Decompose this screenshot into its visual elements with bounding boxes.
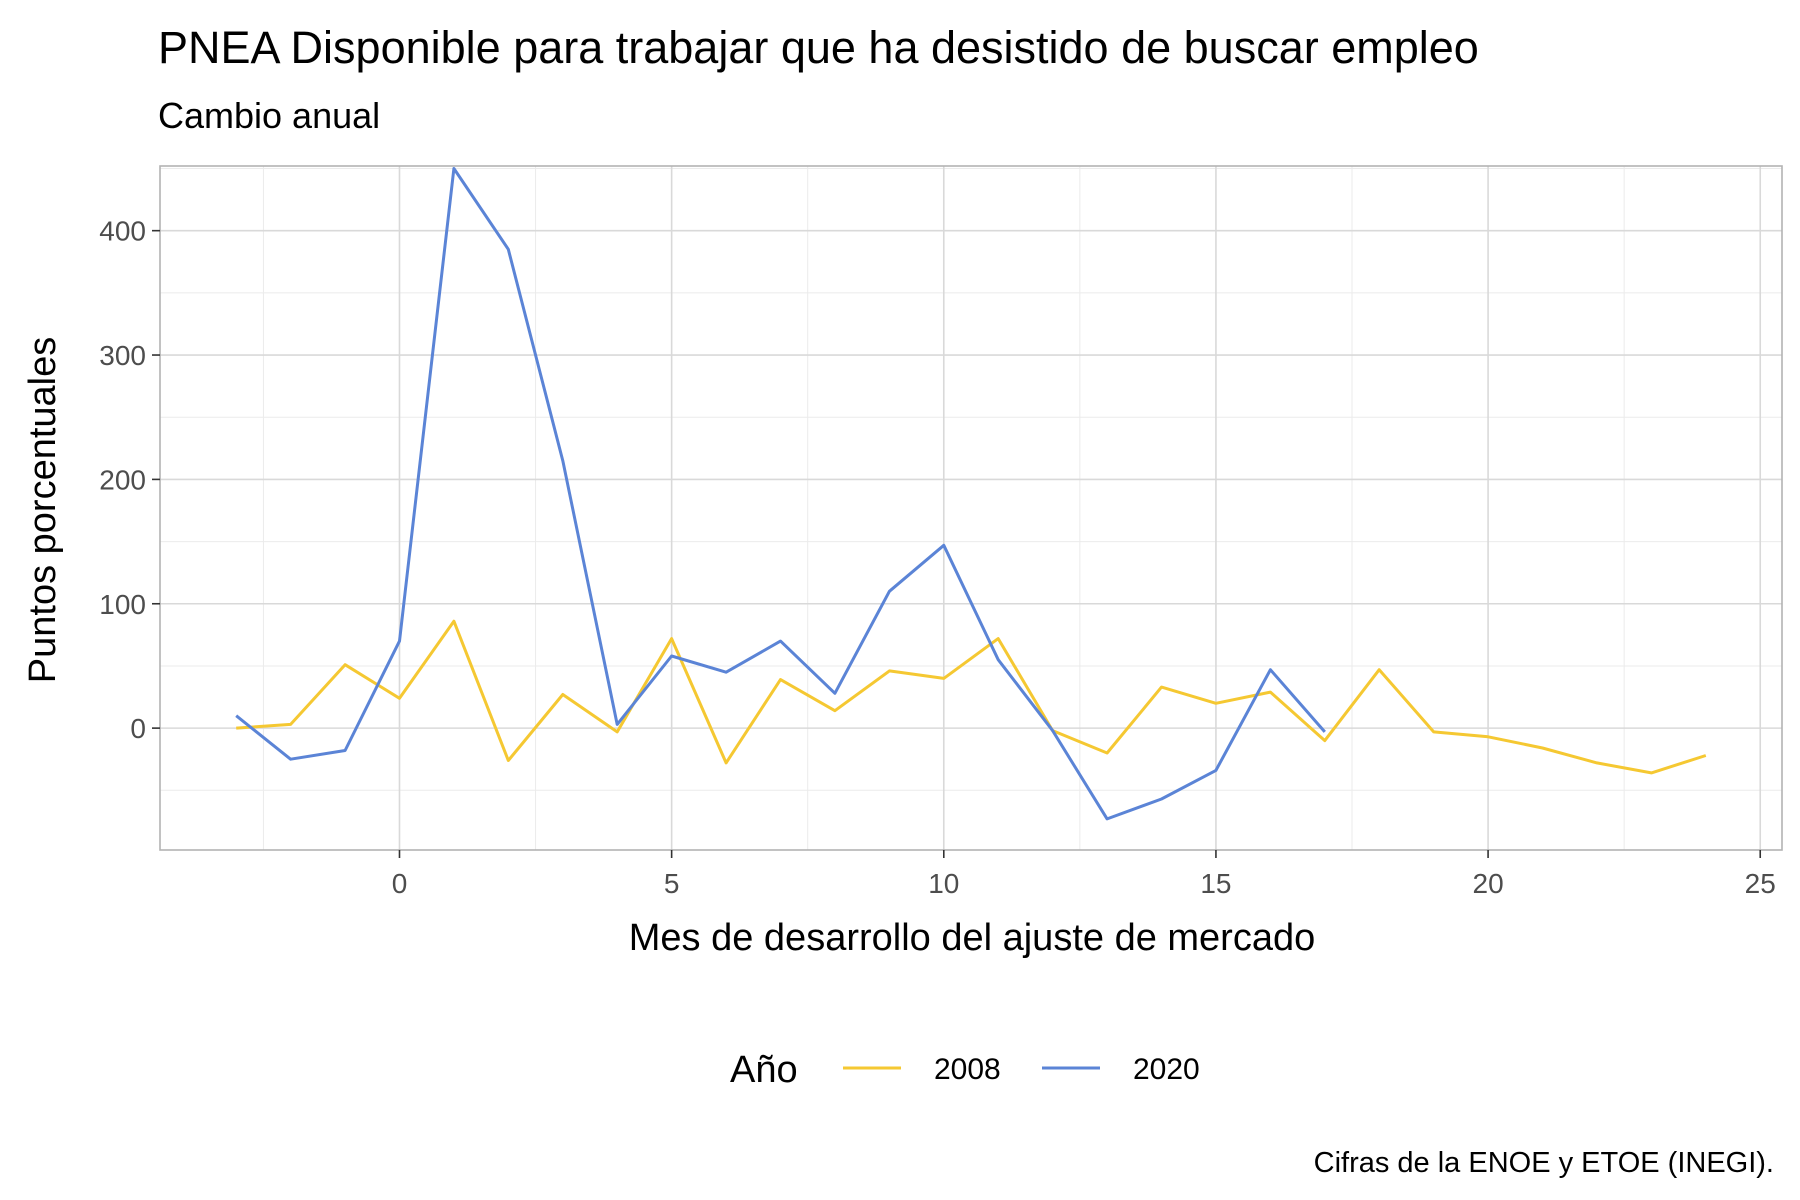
chart-title: PNEA Disponible para trabajar que ha des… — [158, 22, 1479, 73]
y-axis-title: Puntos porcentuales — [22, 337, 64, 683]
series-line-2020 — [235, 167, 1326, 821]
x-tick-label: 0 — [392, 868, 408, 899]
x-axis-title: Mes de desarrollo del ajuste de mercado — [629, 917, 1316, 959]
y-tick-label: 0 — [130, 713, 146, 744]
x-tick-label: 10 — [928, 868, 959, 899]
legend-label-2020: 2020 — [1133, 1053, 1200, 1086]
major-gridlines — [160, 166, 1782, 850]
legend-title: Año — [730, 1049, 798, 1091]
x-tick-label: 15 — [1200, 868, 1231, 899]
x-axis-ticks: 0 5 10 15 20 25 — [392, 850, 1776, 899]
chart-subtitle: Cambio anual — [158, 95, 380, 136]
x-tick-label: 5 — [664, 868, 680, 899]
minor-gridlines — [160, 166, 1782, 850]
y-tick-label: 100 — [99, 589, 146, 620]
series-layer — [235, 167, 1707, 821]
y-tick-label: 400 — [99, 216, 146, 247]
plot-panel-border — [159, 165, 1783, 851]
x-tick-label: 25 — [1745, 868, 1776, 899]
legend-label-2008: 2008 — [934, 1053, 1001, 1086]
y-tick-label: 200 — [99, 464, 146, 495]
y-tick-label: 300 — [99, 340, 146, 371]
chart-caption: Cifras de la ENOE y ETOE (INEGI). — [1314, 1147, 1774, 1179]
series-line-2008 — [236, 619, 1707, 775]
y-axis-ticks: 0 100 200 300 400 — [99, 216, 160, 744]
legend: Año 2008 2020 — [730, 1049, 1200, 1091]
x-tick-label: 20 — [1473, 868, 1504, 899]
